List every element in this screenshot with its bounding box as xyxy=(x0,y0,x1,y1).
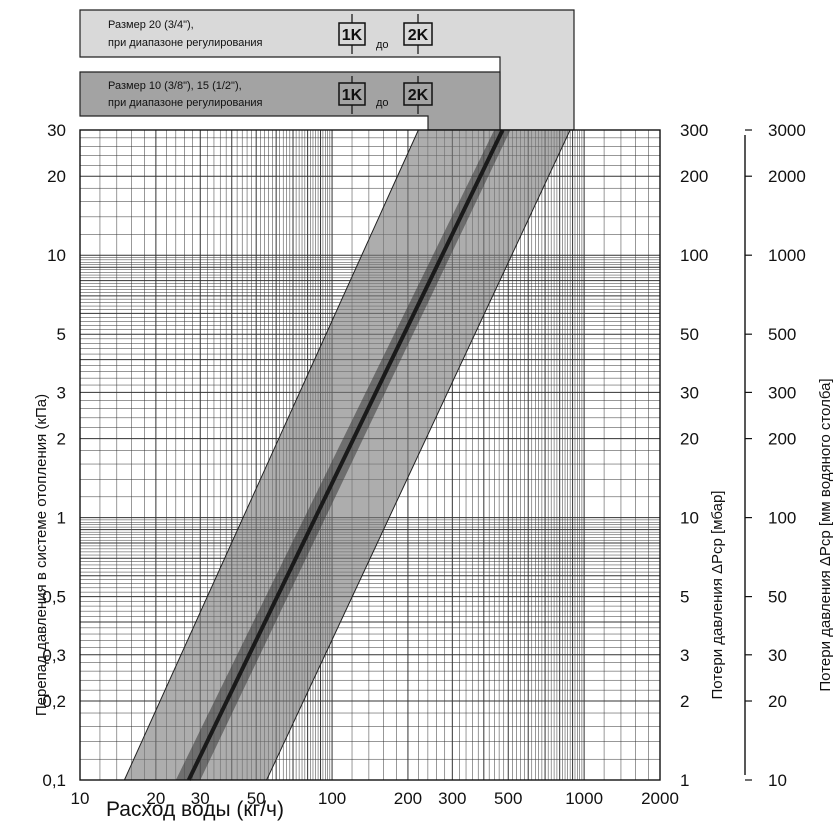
left-axis-label: Перепад давления в системе отопления (кП… xyxy=(33,394,50,716)
legend-box1-from-badge xyxy=(338,22,366,46)
y-tick-label-left: 20 xyxy=(47,167,66,186)
x-tick-label: 10 xyxy=(71,789,90,808)
y-tick-label-mm: 50 xyxy=(768,588,787,607)
mbar-axis-label: Потери давления ΔPcp [мбар] xyxy=(709,491,726,700)
legend-box1-from-label: 1K xyxy=(342,27,363,44)
mm-axis-label: Потери давления ΔPcp [мм водяного столба… xyxy=(817,378,834,691)
y-tick-label-mm: 2000 xyxy=(768,167,806,186)
y-tick-label-mm: 3000 xyxy=(768,121,806,140)
center-line xyxy=(186,129,505,781)
y-tick-label-left: 3 xyxy=(57,383,66,402)
legend-box2-line1: Размер 10 (3/8"), 15 (1/2"), xyxy=(108,80,242,92)
y-tick-label-left: 1 xyxy=(57,509,66,528)
y-tick-label-mbar: 10 xyxy=(680,509,699,528)
tick-labels: 0,1 1 10 0,2 2 20 0,3 3 30 0,5 5 50 1 10 100 2 20 200 3 30 3… xyxy=(42,121,805,808)
y-tick-label-mbar: 5 xyxy=(680,588,689,607)
y-tick-label-left: 10 xyxy=(47,246,66,265)
legend-box1-line1: Размер 20 (3/4"), xyxy=(108,19,194,31)
legend-box2-to-badge xyxy=(403,82,433,106)
y-tick-label-mbar: 3 xyxy=(680,646,689,665)
x-tick-label: 1000 xyxy=(565,789,603,808)
y-tick-label-mm: 100 xyxy=(768,509,796,528)
x-tick-label: 30 xyxy=(191,789,210,808)
y-tick-label-mbar: 300 xyxy=(680,121,708,140)
legend: Размер 20 (3/4"), при диапазоне регулиро… xyxy=(79,9,575,131)
y-tick-label-left: 2 xyxy=(57,430,66,449)
y-tick-label-mbar: 20 xyxy=(680,430,699,449)
y-tick-label-mbar: 50 xyxy=(680,325,699,344)
y-tick-label-mm: 1000 xyxy=(768,246,806,265)
y-tick-label-mbar: 1 xyxy=(680,771,689,790)
legend-box2-to-word: до xyxy=(376,97,389,109)
legend-box1-line2: при диапазоне регулирования xyxy=(108,37,263,49)
y-tick-label-mbar: 2 xyxy=(680,692,689,711)
y-tick-label-left: 0,3 xyxy=(42,646,66,665)
y-tick-label-left: 0,2 xyxy=(42,692,66,711)
y-tick-label-mm: 500 xyxy=(768,325,796,344)
legend-box2-line2: при диапазоне регулирования xyxy=(108,97,263,109)
x-tick-label: 200 xyxy=(394,789,422,808)
y-tick-label-left: 0,1 xyxy=(42,771,66,790)
y-tick-label-mbar: 200 xyxy=(680,167,708,186)
legend-box1-to-word: до xyxy=(376,39,389,51)
x-tick-label: 500 xyxy=(494,789,522,808)
x-tick-label: 20 xyxy=(146,789,165,808)
y-tick-label-mbar: 100 xyxy=(680,246,708,265)
legend-box1-to-badge xyxy=(403,22,433,46)
x-tick-label: 300 xyxy=(438,789,466,808)
y-tick-label-left: 30 xyxy=(47,121,66,140)
legend-box2-from-badge xyxy=(338,82,366,106)
y-tick-label-left: 5 xyxy=(57,325,66,344)
y-tick-label-mbar: 30 xyxy=(680,383,699,402)
y-tick-label-mm: 300 xyxy=(768,383,796,402)
x-tick-label: 50 xyxy=(247,789,266,808)
x-axis-label: Расход воды (кг/ч) xyxy=(106,798,284,821)
bands xyxy=(123,129,571,781)
x-tick-label: 2000 xyxy=(641,789,679,808)
x-tick-label: 100 xyxy=(318,789,346,808)
plot-frame xyxy=(79,129,661,781)
y-tick-label-left: 0,5 xyxy=(42,588,66,607)
legend-box1-to-label: 2K xyxy=(408,27,429,44)
legend-box2-to-label: 2K xyxy=(408,87,429,104)
y-tick-label-mm: 10 xyxy=(768,771,787,790)
y-tick-label-mm: 20 xyxy=(768,692,787,711)
legend-box2-from-label: 1K xyxy=(342,87,363,104)
band-size-10-15 xyxy=(175,130,511,780)
y-tick-label-mm: 200 xyxy=(768,430,796,449)
y-tick-label-mm: 30 xyxy=(768,646,787,665)
